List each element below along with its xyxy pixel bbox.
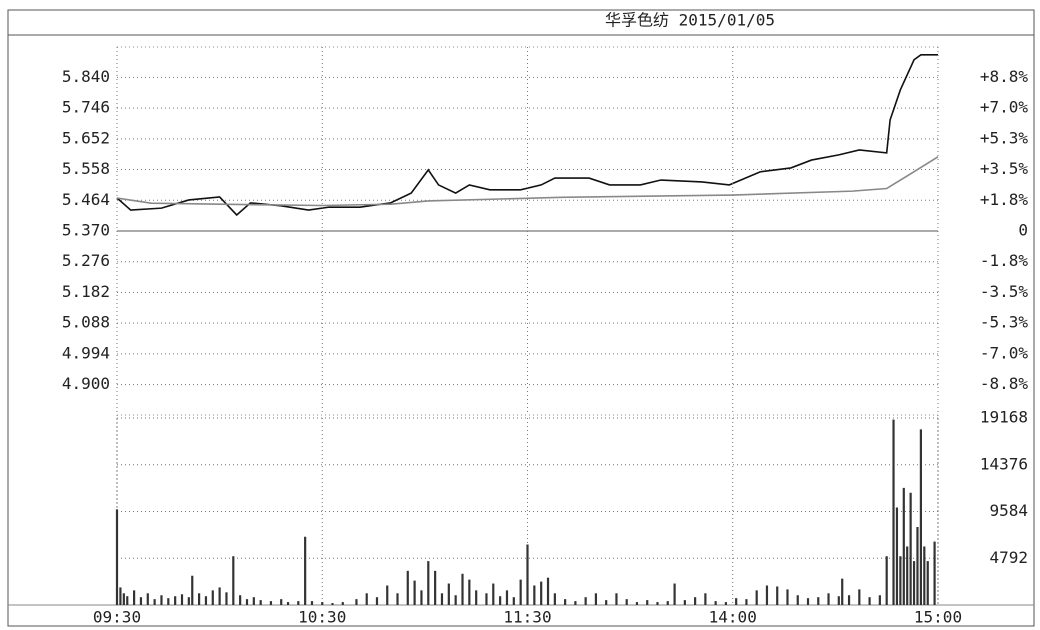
y2-tick-label: 0 <box>1018 221 1028 240</box>
y2-tick-label: +7.0% <box>980 98 1029 117</box>
y-tick-label: 4.994 <box>62 343 110 362</box>
chart-title: 华孚色纺 2015/01/05 <box>605 11 775 30</box>
y-tick-label: 19168 <box>980 408 1028 427</box>
price-line <box>116 156 939 207</box>
x-tick-label: 10:30 <box>298 608 346 627</box>
y-tick-label: 5.652 <box>62 128 110 147</box>
y2-tick-label: -7.0% <box>980 343 1029 362</box>
y-tick-label: 5.088 <box>62 313 110 332</box>
y-tick-label: 4792 <box>989 548 1028 567</box>
y2-tick-label: -8.8% <box>980 374 1029 393</box>
y2-tick-label: -3.5% <box>980 282 1029 301</box>
y2-tick-label: +8.8% <box>980 67 1029 86</box>
y-tick-label: 5.558 <box>62 159 110 178</box>
x-tick-label: 15:00 <box>914 608 962 627</box>
y2-tick-label: +3.5% <box>980 159 1029 178</box>
x-tick-label: 11:30 <box>503 608 551 627</box>
price-line <box>116 54 938 217</box>
y-tick-label: 5.370 <box>62 221 110 240</box>
x-tick-label: 09:30 <box>93 608 141 627</box>
y-tick-label: 14376 <box>980 454 1028 473</box>
y-tick-label: 5.840 <box>62 67 110 86</box>
y-tick-label: 9584 <box>989 501 1028 520</box>
y-tick-label: 5.464 <box>62 190 110 209</box>
y-tick-label: 4.900 <box>62 374 110 393</box>
frame <box>7 9 1035 627</box>
y2-tick-label: +1.8% <box>980 190 1029 209</box>
y-tick-label: 5.746 <box>62 98 110 117</box>
y-tick-label: 5.276 <box>62 251 110 270</box>
y2-tick-label: -5.3% <box>980 313 1029 332</box>
y2-tick-label: -1.8% <box>980 251 1029 270</box>
y-tick-label: 5.182 <box>62 282 110 301</box>
x-tick-label: 14:00 <box>709 608 757 627</box>
y2-tick-label: +5.3% <box>980 128 1029 147</box>
